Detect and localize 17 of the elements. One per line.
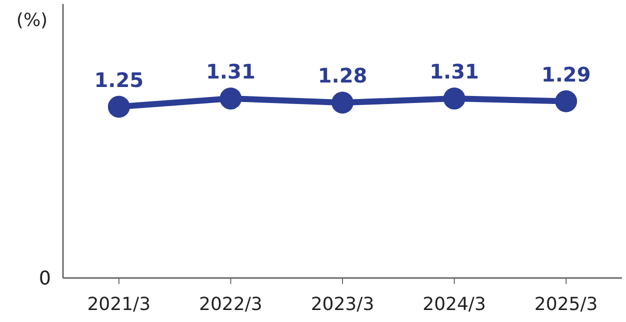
data-label: 1.28 [318,64,368,88]
y-axis-title: (%) [16,10,48,31]
data-label: 1.29 [541,62,591,86]
point [332,92,354,114]
data-label: 1.31 [206,60,256,84]
point [555,90,578,112]
x-tick-label: 2025/3 [534,294,598,315]
x-tick-label: 2024/3 [422,294,486,315]
data-label: 1.31 [430,60,479,84]
point [220,88,242,110]
data-label: 1.25 [94,68,144,92]
x-tick-label: 2023/3 [310,294,374,315]
text: 0 [38,268,51,290]
point [443,88,466,110]
point [108,96,130,118]
x-tick-label: 2021/3 [87,294,151,315]
x-tick-label: 2022/3 [199,294,262,315]
